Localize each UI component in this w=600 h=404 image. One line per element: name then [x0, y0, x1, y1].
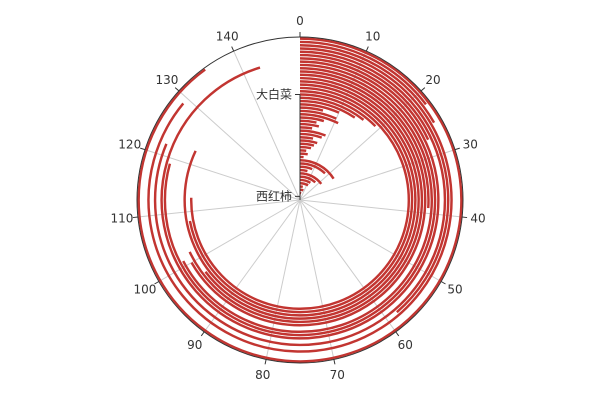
- angle-tick-label: 60: [398, 338, 413, 352]
- angle-tick-label: 120: [118, 138, 141, 152]
- radius-category-label: 大白菜: [256, 87, 292, 102]
- angle-tick-label: 20: [425, 73, 440, 87]
- angle-tick-label: 50: [447, 283, 462, 297]
- bar-35[interactable]: [206, 81, 419, 318]
- angle-tick-label: 100: [134, 283, 157, 297]
- bar-4[interactable]: [300, 183, 308, 185]
- angle-tick-label: 110: [111, 212, 134, 226]
- angle-tick-mark: [396, 332, 399, 336]
- angle-tick-mark: [133, 217, 138, 218]
- angle-tick-mark: [334, 359, 335, 364]
- angle-tick-mark: [366, 47, 368, 52]
- angle-tick-mark: [462, 217, 467, 218]
- angle-tick-label: 90: [187, 338, 202, 352]
- angle-tick-label: 130: [156, 73, 179, 87]
- bar-23[interactable]: [300, 121, 316, 123]
- angle-tick-label: 70: [330, 368, 345, 382]
- bar-16[interactable]: [300, 144, 314, 146]
- angle-tick-mark: [175, 88, 179, 91]
- angle-tick-mark: [232, 47, 234, 52]
- angle-tick-mark: [441, 282, 445, 285]
- angle-tick-mark: [265, 359, 266, 364]
- bar-18[interactable]: [300, 137, 313, 138]
- angle-tick-label: 80: [255, 368, 270, 382]
- bar-9[interactable]: [300, 167, 312, 169]
- bar-2[interactable]: [300, 190, 303, 191]
- bar-21[interactable]: [300, 127, 312, 128]
- angle-tick-mark: [455, 148, 460, 150]
- radius-category-label: 西红柿: [256, 188, 292, 203]
- angle-tick-mark: [421, 88, 425, 91]
- bar-8[interactable]: [300, 170, 307, 171]
- angle-tick-label: 40: [470, 212, 485, 226]
- angle-tick-label: 30: [463, 138, 478, 152]
- angle-tick-label: 0: [296, 14, 304, 28]
- bar-13[interactable]: [300, 154, 308, 155]
- angle-tick-label: 140: [216, 29, 239, 43]
- bar-22[interactable]: [300, 124, 319, 126]
- angle-tick-label: 10: [365, 29, 380, 43]
- bar-15[interactable]: [300, 147, 311, 148]
- angle-tick-mark: [201, 332, 204, 336]
